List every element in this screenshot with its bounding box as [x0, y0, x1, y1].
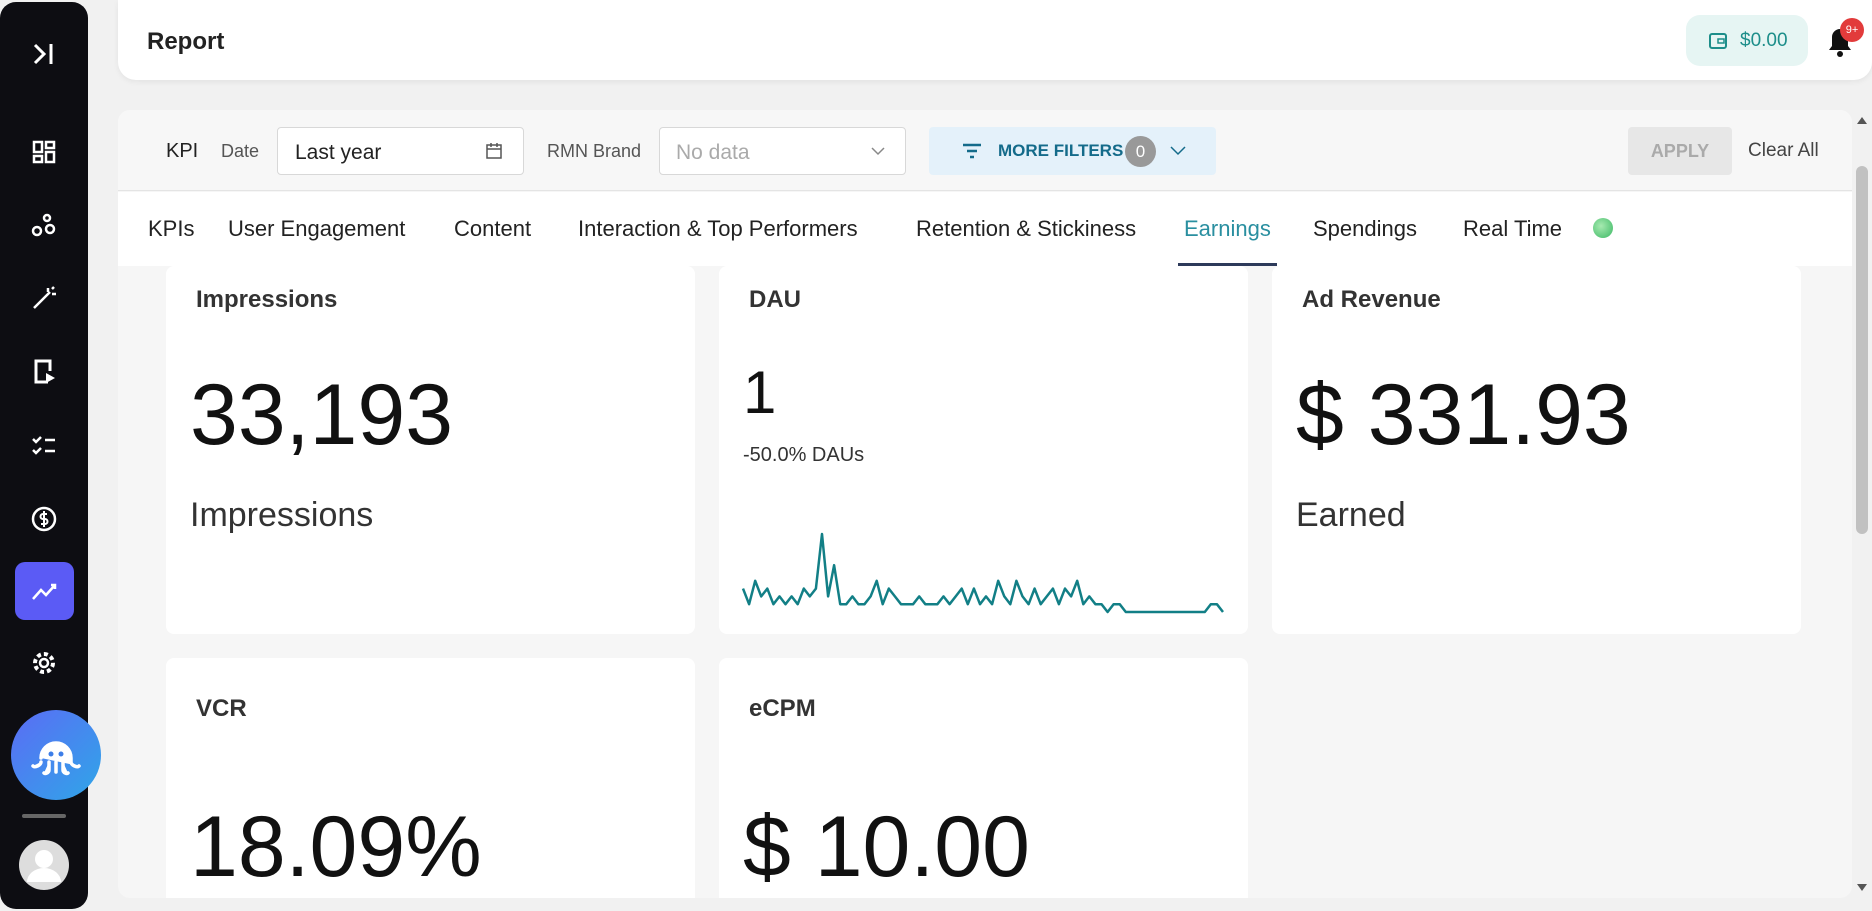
- date-input[interactable]: Last year: [277, 127, 524, 175]
- scroll-thumb[interactable]: [1856, 166, 1868, 534]
- card-value: 1: [743, 359, 777, 426]
- chevron: [871, 147, 885, 156]
- brand-label: RMN Brand: [547, 141, 642, 161]
- card-value: $ 10.00: [743, 799, 1030, 895]
- collapse-icon[interactable]: [24, 34, 64, 74]
- card-title: eCPM: [749, 695, 816, 722]
- tasks-icon[interactable]: [24, 425, 64, 465]
- card-title: VCR: [196, 695, 247, 722]
- header: Report $0.00 9+: [118, 0, 1872, 80]
- wallet-icon: [1709, 33, 1727, 49]
- octopus-icon: [31, 741, 81, 776]
- date-value: Last year: [295, 141, 382, 164]
- scroll-up[interactable]: [1856, 115, 1868, 125]
- tab[interactable]: Earnings: [1184, 216, 1271, 241]
- sparkline: [741, 532, 1224, 614]
- calendar-icon: [486, 143, 502, 159]
- card-value: 18.09%: [190, 799, 482, 895]
- tab[interactable]: User Engagement: [228, 216, 406, 241]
- wallet[interactable]: $0.00: [1686, 15, 1808, 66]
- card: VCR 18.09%: [166, 658, 695, 898]
- tab[interactable]: Spendings: [1313, 216, 1417, 241]
- filter-count: 0: [1125, 136, 1156, 167]
- sidebar: [0, 2, 101, 909]
- more-filters-button[interactable]: MORE FILTERS 0: [929, 127, 1216, 175]
- card-caption: Earned: [1296, 496, 1406, 534]
- brand-select[interactable]: No data: [659, 127, 906, 175]
- assistant-button[interactable]: [11, 710, 101, 800]
- tab[interactable]: Real Time: [1463, 216, 1563, 241]
- magic-icon[interactable]: [24, 278, 64, 318]
- clear-all[interactable]: Clear All: [1748, 140, 1819, 161]
- live-indicator: [1593, 218, 1613, 238]
- date-label: Date: [221, 141, 260, 161]
- brand-value: No data: [676, 141, 750, 164]
- avatar[interactable]: [19, 840, 69, 890]
- tab[interactable]: Interaction & Top Performers: [578, 216, 858, 241]
- sparkline-line: [741, 532, 1224, 614]
- card-title: Impressions: [196, 286, 338, 313]
- active-nav[interactable]: [15, 562, 74, 620]
- chevron: [1170, 146, 1186, 156]
- scrollbar[interactable]: [1852, 110, 1872, 898]
- divider: [22, 814, 66, 818]
- card: Ad Revenue $ 331.93 Earned: [1272, 266, 1801, 634]
- report-panel: KPI Date Last year RMN Brand No data MOR…: [118, 110, 1852, 898]
- card-value: 33,193: [190, 367, 454, 463]
- network-icon[interactable]: [24, 206, 64, 246]
- card-title: Ad Revenue: [1302, 286, 1441, 313]
- kpi-label: KPI: [166, 140, 199, 162]
- card-title: DAU: [749, 286, 801, 313]
- card: Impressions 33,193 Impressions: [166, 266, 695, 634]
- tab-bar: KPIs User Engagement Content Interaction & …: [118, 192, 1852, 266]
- tab[interactable]: KPIs: [148, 216, 195, 241]
- tab[interactable]: Content: [454, 216, 532, 241]
- dashboard-icon[interactable]: [24, 132, 64, 172]
- card: eCPM $ 10.00: [719, 658, 1248, 898]
- more-filters-label: MORE FILTERS: [998, 141, 1124, 160]
- page-title: Report: [147, 28, 225, 55]
- card-value: $ 331.93: [1296, 367, 1631, 463]
- report-icon[interactable]: [24, 571, 64, 611]
- apply-button[interactable]: APPLY: [1628, 127, 1732, 175]
- wallet-balance: $0.00: [1740, 30, 1788, 51]
- filter-bar: KPI Date Last year RMN Brand No data MOR…: [118, 110, 1852, 191]
- filter-icon: [963, 143, 981, 159]
- settings-icon[interactable]: [24, 643, 64, 683]
- notification-badge: 9+: [1840, 18, 1864, 42]
- card: DAU 1 -50.0% DAUs: [719, 266, 1248, 634]
- media-icon[interactable]: [24, 352, 64, 392]
- card-caption: Impressions: [190, 496, 374, 534]
- earnings-icon[interactable]: [24, 499, 64, 539]
- card-change: -50.0% DAUs: [743, 444, 865, 466]
- scroll-down[interactable]: [1856, 883, 1868, 893]
- tab[interactable]: Retention & Stickiness: [916, 216, 1137, 241]
- tab-underline: [1178, 263, 1277, 266]
